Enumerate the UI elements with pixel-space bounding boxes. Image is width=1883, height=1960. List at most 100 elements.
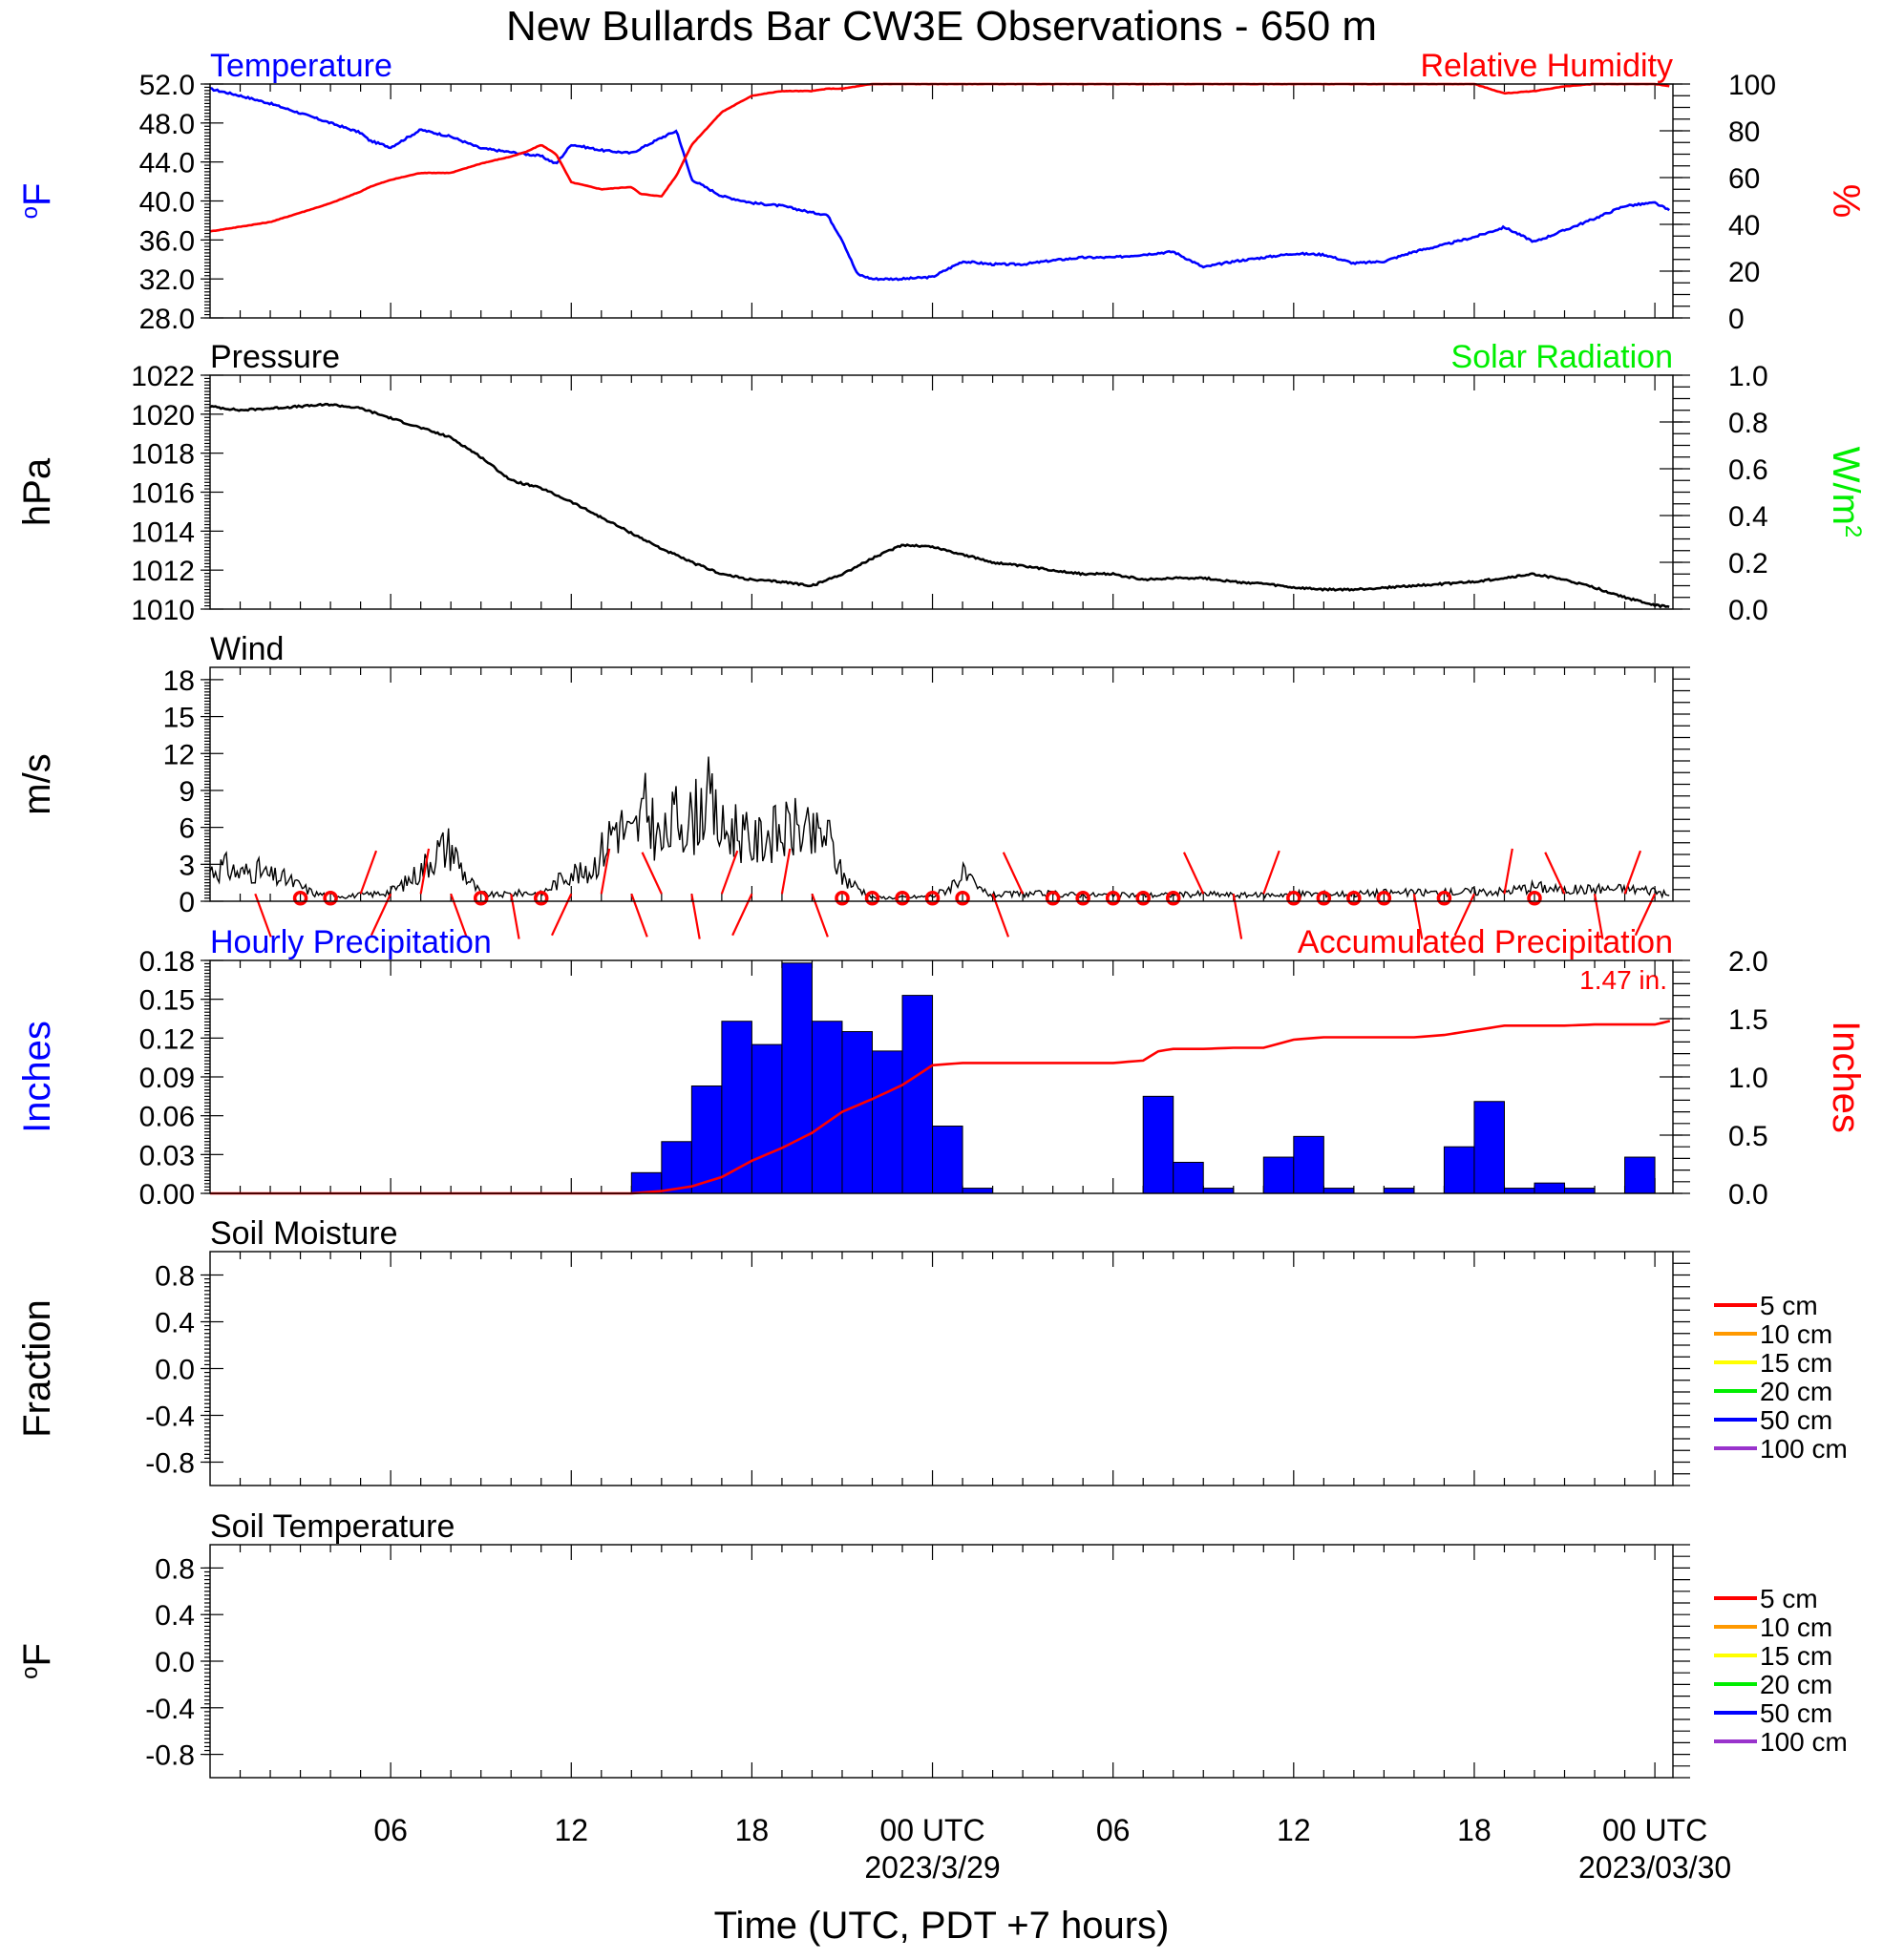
legend-label: 5 cm [1760, 1584, 1818, 1613]
precip-bar [1534, 1182, 1566, 1194]
legend-label: 10 cm [1760, 1319, 1832, 1349]
panel-soil-moisture: Soil Moisture Fraction -0.8 -0.4 0.0 0.4 0.8 5 … [16, 1215, 1848, 1486]
precip-bar [690, 1085, 723, 1194]
y-tick-label: -0.4 [145, 1694, 195, 1725]
x-axis-label: Time (UTC, PDT +7 hours) [714, 1905, 1170, 1947]
wind-barb [731, 893, 753, 937]
y-right-tick-label: 20 [1728, 257, 1760, 288]
y-tick-label: -0.8 [145, 1448, 195, 1480]
precip-bar [1443, 1146, 1475, 1194]
y-tick-label: 1020 [131, 400, 195, 432]
y-tick-label: 52.0 [139, 70, 195, 101]
wind-barb [641, 852, 663, 895]
panel-frame [209, 83, 1674, 319]
y-right-tick-label: 0.5 [1728, 1121, 1768, 1152]
y-tick-label: 0.03 [139, 1140, 195, 1171]
calm-wind-marker [1436, 891, 1452, 906]
y-tick-label: 0.06 [139, 1102, 195, 1133]
legend-label: 20 cm [1760, 1670, 1832, 1699]
y-axis-label-right: Inches [1825, 1021, 1867, 1133]
legend-label: 100 cm [1760, 1727, 1848, 1757]
y-right-tick-label: 0.2 [1728, 548, 1768, 580]
panel-frame [209, 1544, 1674, 1779]
precip-bar [1383, 1188, 1415, 1194]
legend-label: 20 cm [1760, 1377, 1832, 1406]
y-tick-label: 48.0 [139, 109, 195, 140]
calm-wind-marker [1105, 891, 1121, 906]
y-tick-label: 32.0 [139, 264, 195, 296]
y-right-tick-label: 2.0 [1728, 946, 1768, 978]
panel-title-right: Relative Humidity [1420, 48, 1673, 84]
y-tick-label: 0.15 [139, 985, 195, 1017]
legend-label: 10 cm [1760, 1612, 1832, 1642]
calm-wind-marker [323, 891, 338, 906]
calm-wind-marker [864, 891, 880, 906]
y-tick-label: 9 [179, 776, 195, 808]
precip-bar [1473, 1101, 1505, 1194]
y-right-tick-label: 1.0 [1728, 361, 1768, 392]
y-tick-label: 0.0 [155, 1355, 195, 1386]
y-tick-label: 3 [179, 850, 195, 881]
calm-wind-marker [924, 891, 941, 906]
y-right-tick-label: 60 [1728, 163, 1760, 195]
calm-wind-marker [1346, 891, 1362, 906]
x-tick-label: 18 [1457, 1813, 1492, 1847]
precip-bar [932, 1126, 963, 1194]
y-tick-label: 1010 [131, 595, 195, 626]
panel-frame [209, 959, 1674, 1194]
series-line [209, 402, 1670, 609]
y-tick-label: 0.8 [155, 1553, 195, 1585]
calm-wind-marker [1316, 891, 1332, 906]
wind-barb [1623, 850, 1642, 895]
y-tick-label: 12 [163, 739, 195, 770]
y-tick-label: 0.00 [139, 1179, 195, 1211]
legend-label: 50 cm [1760, 1698, 1832, 1728]
precip-bar [1262, 1156, 1295, 1194]
x-tick-label: 00 UTC [1602, 1813, 1707, 1847]
calm-wind-marker [895, 891, 910, 906]
y-right-tick-label: 0.0 [1728, 1179, 1768, 1211]
precip-bar [1564, 1188, 1596, 1194]
calm-wind-marker [835, 891, 850, 906]
wind-barb [1182, 852, 1205, 895]
y-tick-label: -0.8 [145, 1740, 195, 1772]
y-tick-label: 44.0 [139, 148, 195, 179]
panel-title: Wind [210, 631, 284, 667]
series-line [209, 82, 1670, 233]
precip-bar [1503, 1188, 1535, 1194]
legend-label: 15 cm [1760, 1348, 1832, 1378]
x-tick-label: 00 UTC [879, 1813, 984, 1847]
accumulated-total-label: 1.47 in. [1579, 965, 1667, 995]
y-tick-label: 1022 [131, 361, 195, 392]
precip-bar [781, 962, 813, 1194]
panels: Temperature Relative HumidityoF28.032.036… [16, 48, 1867, 1779]
precip-bar [1202, 1188, 1235, 1194]
wind-barb [359, 850, 378, 895]
calm-wind-marker [533, 891, 549, 906]
y-tick-label: 1014 [131, 516, 195, 548]
x-tick-label: 12 [554, 1813, 588, 1847]
calm-wind-marker [1075, 891, 1090, 906]
y-tick-label: 36.0 [139, 225, 195, 257]
x-tick-label: 06 [373, 1813, 408, 1847]
legend-label: 15 cm [1760, 1641, 1832, 1671]
x-tick-label: 12 [1277, 1813, 1311, 1847]
precip-bar [1293, 1135, 1324, 1194]
y-axis-label: hPa [16, 457, 58, 526]
y-right-tick-label: 0.8 [1728, 408, 1768, 439]
precip-bar [1142, 1095, 1174, 1194]
y-right-tick-label: 100 [1728, 70, 1776, 101]
calm-wind-marker [473, 891, 489, 906]
y-tick-label: 0 [179, 887, 195, 918]
legend-label: 100 cm [1760, 1434, 1848, 1464]
series-line [209, 756, 1670, 900]
panel-frame [209, 666, 1674, 902]
precip-bar [871, 1050, 903, 1194]
precip-bar [1624, 1156, 1656, 1194]
y-tick-label: 0.4 [155, 1600, 195, 1632]
wind-barb [630, 893, 648, 938]
y-axis-label: m/s [16, 753, 58, 814]
y-axis-label: Inches [16, 1021, 58, 1133]
